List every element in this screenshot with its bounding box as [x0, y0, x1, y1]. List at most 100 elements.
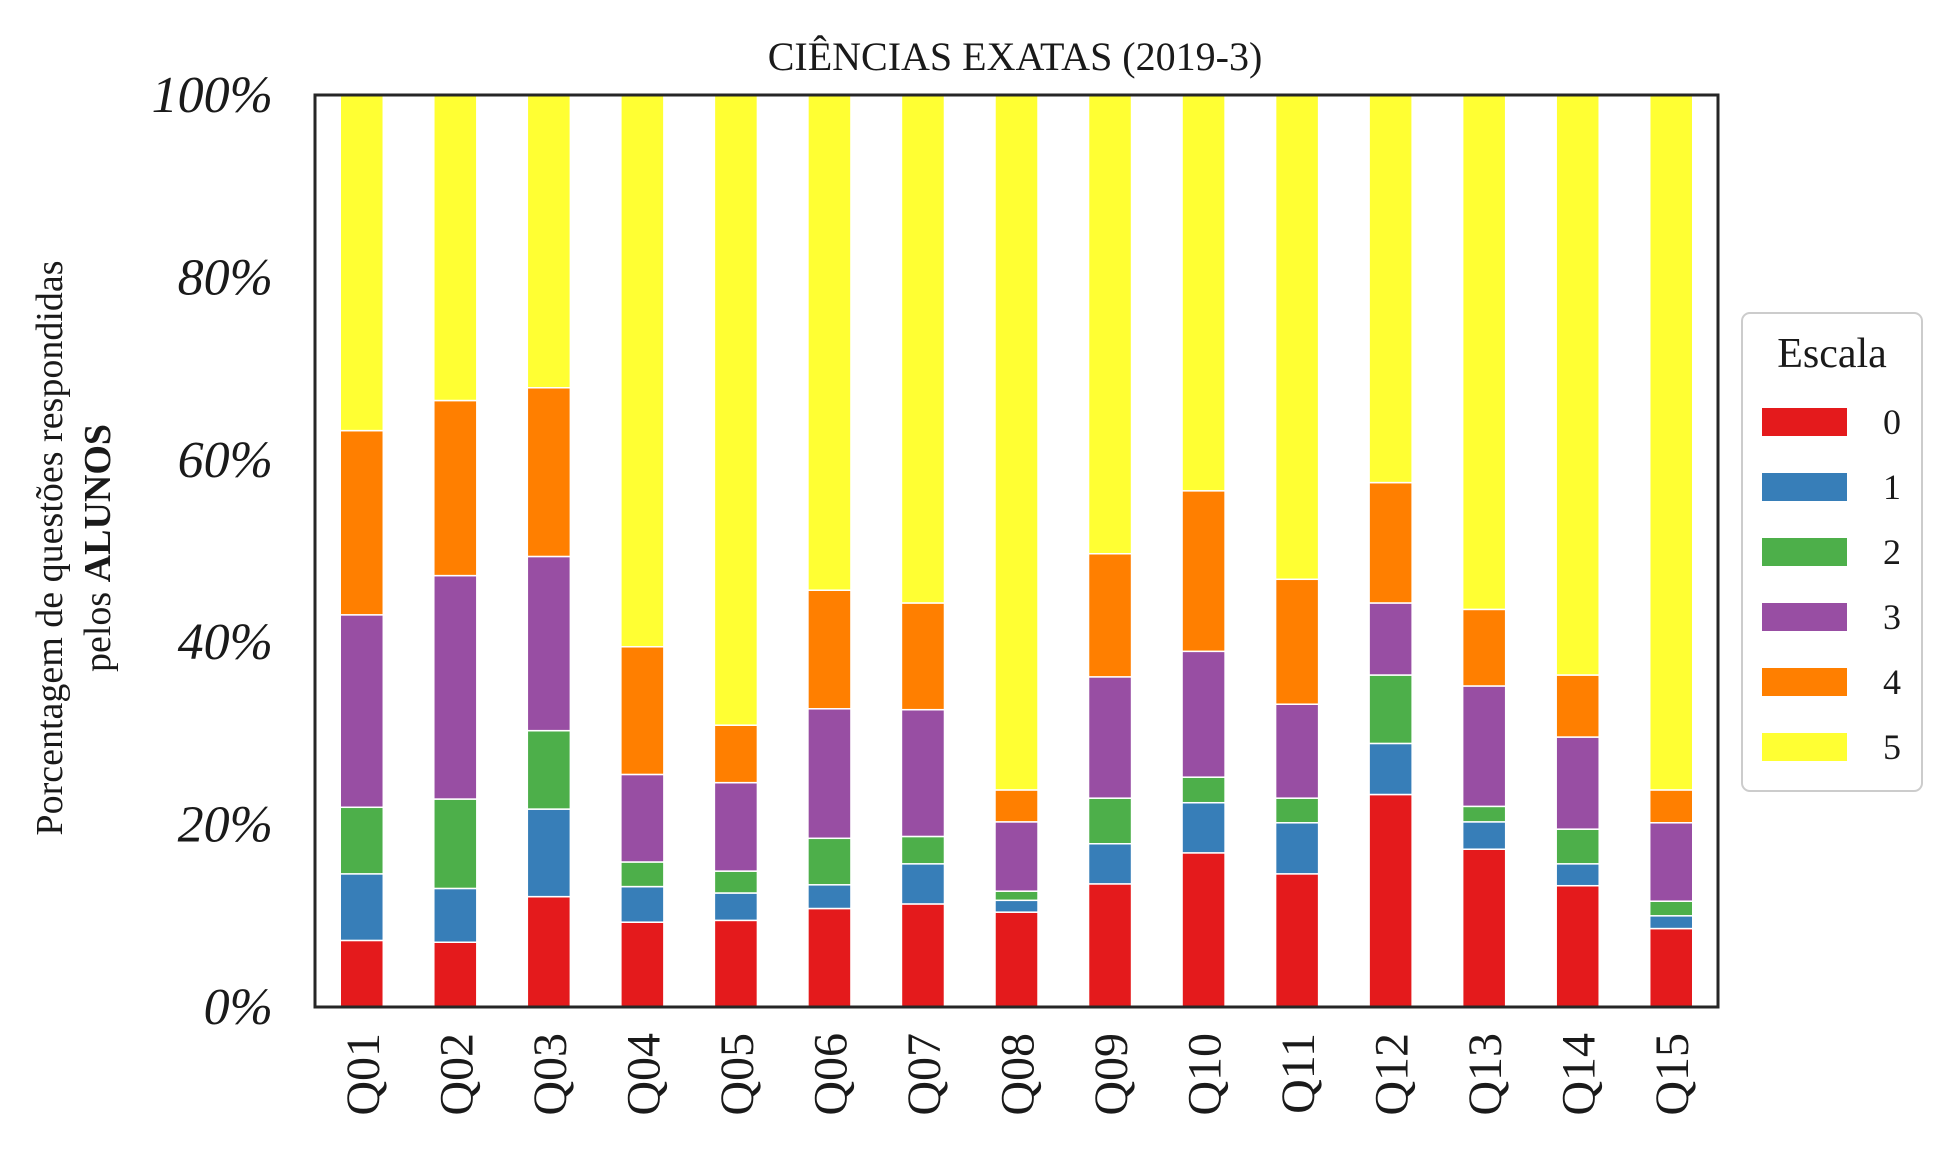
legend-swatch: [1762, 538, 1847, 566]
bar-segment-q02-scale-3: [433, 574, 478, 800]
plot-area-frame: [313, 93, 1720, 1009]
bar-segment-q13-scale-0: [1461, 848, 1507, 1008]
bar-segment-q12-scale-5: [1368, 94, 1413, 484]
bar-segment-q04-scale-4: [620, 646, 665, 776]
bar-segment-q02-scale-2: [433, 798, 478, 890]
legend-item-5: 5: [1762, 727, 1901, 767]
bar-stack-q13: [1461, 94, 1507, 1008]
bar-stack-q15: [1648, 94, 1694, 1008]
bar-segment-q03-scale-1: [526, 808, 572, 898]
x-tick-label: Q13: [1459, 1033, 1512, 1116]
legend-label: 3: [1883, 597, 1901, 637]
legend-swatch: [1762, 408, 1847, 436]
bar-segment-q06-scale-2: [807, 837, 852, 886]
y-tick-label: 100%: [152, 67, 273, 124]
bar-segment-q10-scale-0: [1181, 852, 1226, 1008]
y-axis-ticks: 0% 20% 40% 60% 80% 100%: [152, 67, 273, 1036]
bar-segment-q15-scale-2: [1648, 900, 1694, 917]
bar-segment-q09-scale-5: [1087, 94, 1133, 555]
legend-label: 5: [1883, 727, 1901, 767]
bar-stack-q11: [1274, 94, 1320, 1008]
bar-segment-q11-scale-4: [1274, 578, 1320, 705]
bar-segment-q15-scale-1: [1648, 915, 1694, 930]
bar-segment-q14-scale-1: [1555, 863, 1600, 887]
bar-segment-q10-scale-2: [1181, 776, 1226, 804]
bar-stack-q09: [1087, 94, 1133, 1008]
bar-segment-q02-scale-1: [433, 887, 478, 944]
bar-segment-q07-scale-2: [900, 835, 946, 865]
bar-segment-q03-scale-2: [526, 729, 572, 810]
bar-segment-q13-scale-4: [1461, 608, 1507, 687]
y-tick-label: 0%: [204, 979, 273, 1036]
bar-stack-q08: [994, 94, 1039, 1008]
bar-segment-q11-scale-2: [1274, 797, 1320, 824]
y-axis-label-bold: ALUNOS: [77, 424, 119, 582]
bar-segment-q06-scale-0: [807, 907, 852, 1008]
bar-series-group: [339, 94, 1694, 1008]
legend-label: 4: [1883, 662, 1901, 702]
bar-stack-q02: [433, 94, 478, 1008]
y-axis-label-line1: Porcentagem de questões respondidas: [29, 260, 71, 835]
bar-segment-q04-scale-0: [620, 921, 665, 1008]
bar-segment-q13-scale-2: [1461, 805, 1507, 823]
x-tick-label: Q11: [1272, 1033, 1325, 1114]
x-tick-label: Q05: [711, 1033, 764, 1116]
bar-segment-q10-scale-5: [1181, 94, 1226, 492]
x-tick-label: Q10: [1179, 1033, 1232, 1116]
bar-segment-q05-scale-4: [713, 724, 759, 784]
bar-segment-q10-scale-1: [1181, 801, 1226, 854]
bar-segment-q07-scale-5: [900, 94, 946, 604]
legend-swatch: [1762, 473, 1847, 501]
bar-segment-q12-scale-4: [1368, 481, 1413, 604]
bar-segment-q04-scale-3: [620, 773, 665, 863]
bar-segment-q08-scale-1: [994, 899, 1039, 913]
bar-segment-q01-scale-1: [339, 873, 385, 942]
bar-stack-q07: [900, 94, 946, 1008]
bar-segment-q08-scale-2: [994, 890, 1039, 902]
legend-swatch: [1762, 668, 1847, 696]
y-axis-label-prefix: pelos: [77, 582, 119, 672]
bar-segment-q09-scale-2: [1087, 797, 1133, 845]
y-tick-label: 40%: [178, 614, 273, 671]
y-axis-label-line2: pelos ALUNOS: [77, 424, 119, 672]
bar-segment-q02-scale-5: [433, 94, 478, 402]
bar-segment-q12-scale-3: [1368, 602, 1413, 676]
bar-segment-q07-scale-4: [900, 602, 946, 711]
y-axis-label: Porcentagem de questões respondidas pelo…: [29, 260, 119, 835]
bar-segment-q09-scale-1: [1087, 843, 1133, 885]
legend-item-1: 1: [1762, 467, 1901, 507]
bar-segment-q07-scale-0: [900, 903, 946, 1008]
bar-stack-q10: [1181, 94, 1226, 1008]
x-tick-label: Q04: [617, 1033, 670, 1116]
x-tick-label: Q14: [1553, 1033, 1606, 1116]
bar-segment-q09-scale-0: [1087, 883, 1133, 1008]
legend-swatch: [1762, 733, 1847, 761]
legend-title: Escala: [1777, 331, 1887, 377]
bar-segment-q10-scale-4: [1181, 490, 1226, 653]
bar-segment-q14-scale-0: [1555, 884, 1600, 1008]
bar-stack-q05: [713, 94, 759, 1008]
bar-segment-q03-scale-5: [526, 94, 572, 389]
legend-label: 0: [1883, 402, 1901, 442]
bar-segment-q03-scale-4: [526, 387, 572, 558]
bar-segment-q11-scale-3: [1274, 703, 1320, 799]
chart-title: CIÊNCIAS EXATAS (2019-3): [768, 34, 1263, 79]
bar-segment-q15-scale-0: [1648, 927, 1694, 1008]
x-tick-label: Q09: [1085, 1033, 1138, 1116]
legend: Escala 0 1 2 3 4 5: [1741, 312, 1923, 792]
legend-item-4: 4: [1762, 662, 1901, 702]
x-tick-label: Q01: [337, 1033, 390, 1116]
bar-segment-q06-scale-3: [807, 708, 852, 840]
x-tick-label: Q08: [992, 1033, 1045, 1116]
y-tick-label: 20%: [178, 797, 273, 854]
bar-segment-q15-scale-4: [1648, 789, 1694, 824]
bar-segment-q06-scale-4: [807, 589, 852, 710]
x-tick-label: Q02: [430, 1033, 483, 1116]
bar-segment-q05-scale-5: [713, 94, 759, 726]
bar-segment-q02-scale-4: [433, 399, 478, 577]
bar-segment-q08-scale-5: [994, 94, 1039, 791]
bar-segment-q03-scale-3: [526, 555, 572, 732]
legend-item-2: 2: [1762, 532, 1901, 572]
